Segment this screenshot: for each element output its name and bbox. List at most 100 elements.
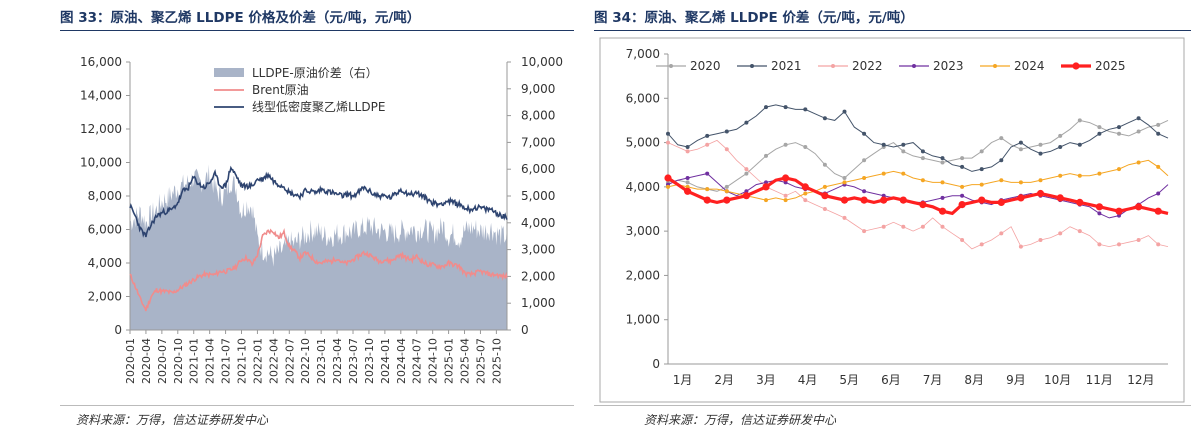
series-point-2021	[979, 167, 984, 172]
series-point-2021	[1038, 151, 1043, 156]
y-tick-label: 7,000	[626, 47, 660, 61]
series-point-2022	[862, 229, 867, 234]
left-tick-label: 0	[114, 323, 122, 337]
figure-34-title: 图 34：原油、聚乙烯 LLDPE 价差（元/吨，元/吨）	[594, 10, 914, 26]
series-point-2025	[840, 196, 849, 204]
series-point-2021	[744, 120, 749, 125]
series-point-2020	[1117, 131, 1121, 136]
series-point-2021	[842, 109, 847, 114]
series-point-2021	[1136, 116, 1141, 121]
x-tick-label: 11月	[1086, 373, 1113, 387]
series-point-2021	[960, 164, 965, 169]
title-rule	[60, 30, 574, 31]
series-point-2023	[764, 180, 768, 185]
series-point-2020	[940, 160, 945, 165]
plot-frame	[599, 37, 1185, 403]
y-tick-label: 0	[652, 357, 660, 371]
figure-33-panel: 图 33：原油、聚乙烯 LLDPE 价格及价差（元/吨，元/吨） 0 2,000 4…	[0, 0, 580, 436]
series-point-2020	[1156, 122, 1161, 127]
series-point-2021	[666, 131, 670, 136]
series-point-2021	[999, 158, 1004, 163]
series-point-2024	[960, 184, 965, 189]
right-tick-label: 8,000	[521, 109, 555, 123]
series-point-2021	[1117, 125, 1121, 130]
series-point-2025	[919, 201, 927, 209]
series-point-2021	[1097, 131, 1102, 136]
left-tick-label: 4,000	[88, 256, 122, 270]
series-point-2022	[842, 215, 847, 220]
y-tick-label: 2,000	[626, 268, 660, 282]
series-point-2025	[978, 196, 986, 204]
legend-marker-2025	[1072, 62, 1080, 70]
x-tick-label: 12月	[1127, 373, 1154, 387]
series-point-2022	[920, 224, 925, 229]
y-tick-label: 6,000	[626, 91, 660, 105]
series-point-2022	[803, 198, 808, 203]
series-point-2021	[685, 145, 690, 149]
legend-label-2020: 2020	[690, 59, 721, 73]
x-tick-label: 8月	[964, 373, 984, 387]
series-point-2024	[1156, 164, 1161, 169]
x-tick-label: 2025-04	[459, 338, 472, 384]
series-point-2023	[1156, 191, 1161, 196]
series-point-2023	[862, 189, 867, 194]
series-point-2020	[803, 145, 808, 149]
series-point-2024	[1077, 173, 1082, 178]
series-point-2025	[723, 196, 731, 204]
series-point-2025	[1154, 207, 1162, 215]
left-tick-label: 6,000	[88, 223, 122, 237]
series-point-2025	[664, 174, 672, 182]
series-point-2025	[997, 198, 1005, 206]
series-point-2020	[1058, 133, 1063, 138]
x-tick-label: 2020-04	[140, 338, 153, 384]
series-point-2020	[901, 149, 906, 154]
right-tick-label: 5,000	[521, 189, 555, 203]
seasonal-spread-chart: 0 1,000 2,000 3,000 4,000 5,000 6,000 7,000 1月 2月…	[599, 37, 1185, 403]
series-line-2024	[667, 159, 1169, 201]
series-point-2023	[685, 176, 690, 180]
source-rule	[594, 405, 1191, 406]
series-point-2021	[1077, 142, 1082, 147]
x-tick-label: 2023-07	[347, 338, 360, 384]
series-point-2024	[1038, 178, 1043, 183]
legend-label-2023: 2023	[933, 59, 964, 73]
x-tick-label: 2023-04	[331, 338, 344, 384]
series-point-2022	[881, 224, 886, 229]
lldpe-line	[129, 165, 508, 238]
series-point-2023	[940, 195, 945, 200]
series-line-2022	[667, 139, 1169, 250]
series-point-2024	[1117, 167, 1121, 172]
right-tick-label: 1,000	[521, 296, 555, 310]
series-point-2020	[920, 156, 925, 161]
x-tick-label: 7月	[923, 373, 943, 387]
series-point-2022	[705, 142, 710, 147]
right-tick-label: 9,000	[521, 82, 555, 96]
series-point-2021	[920, 149, 925, 154]
series-point-2025	[801, 183, 809, 191]
title-rule	[594, 30, 1191, 31]
figure-34-source: 资料来源：万得，信达证券研发中心	[644, 413, 837, 427]
x-tick-label: 2021-01	[188, 338, 201, 384]
x-tick-label: 2023-01	[315, 338, 328, 384]
series-point-2020	[999, 136, 1004, 141]
series-point-2021	[940, 156, 945, 161]
series-point-2025	[762, 183, 770, 191]
left-tick-label: 16,000	[80, 55, 122, 69]
series-point-2021	[705, 133, 710, 138]
x-tick-label: 2024-07	[411, 338, 424, 384]
series-point-2025	[1115, 207, 1123, 215]
x-tick-label: 10月	[1044, 373, 1071, 387]
series-point-2024	[822, 184, 827, 189]
series-point-2025	[1036, 189, 1045, 198]
series-point-2025	[1017, 194, 1025, 202]
series-point-2021	[862, 131, 867, 136]
x-tick-label: 2020-10	[172, 338, 185, 384]
series-point-2024	[1018, 180, 1023, 185]
series-point-2022	[724, 147, 729, 152]
series-point-2025	[684, 187, 692, 195]
series-point-2024	[724, 189, 729, 194]
series-point-2025	[742, 192, 750, 200]
series-point-2020	[1097, 125, 1102, 130]
series-point-2024	[666, 184, 670, 189]
series-point-2025	[703, 196, 711, 204]
